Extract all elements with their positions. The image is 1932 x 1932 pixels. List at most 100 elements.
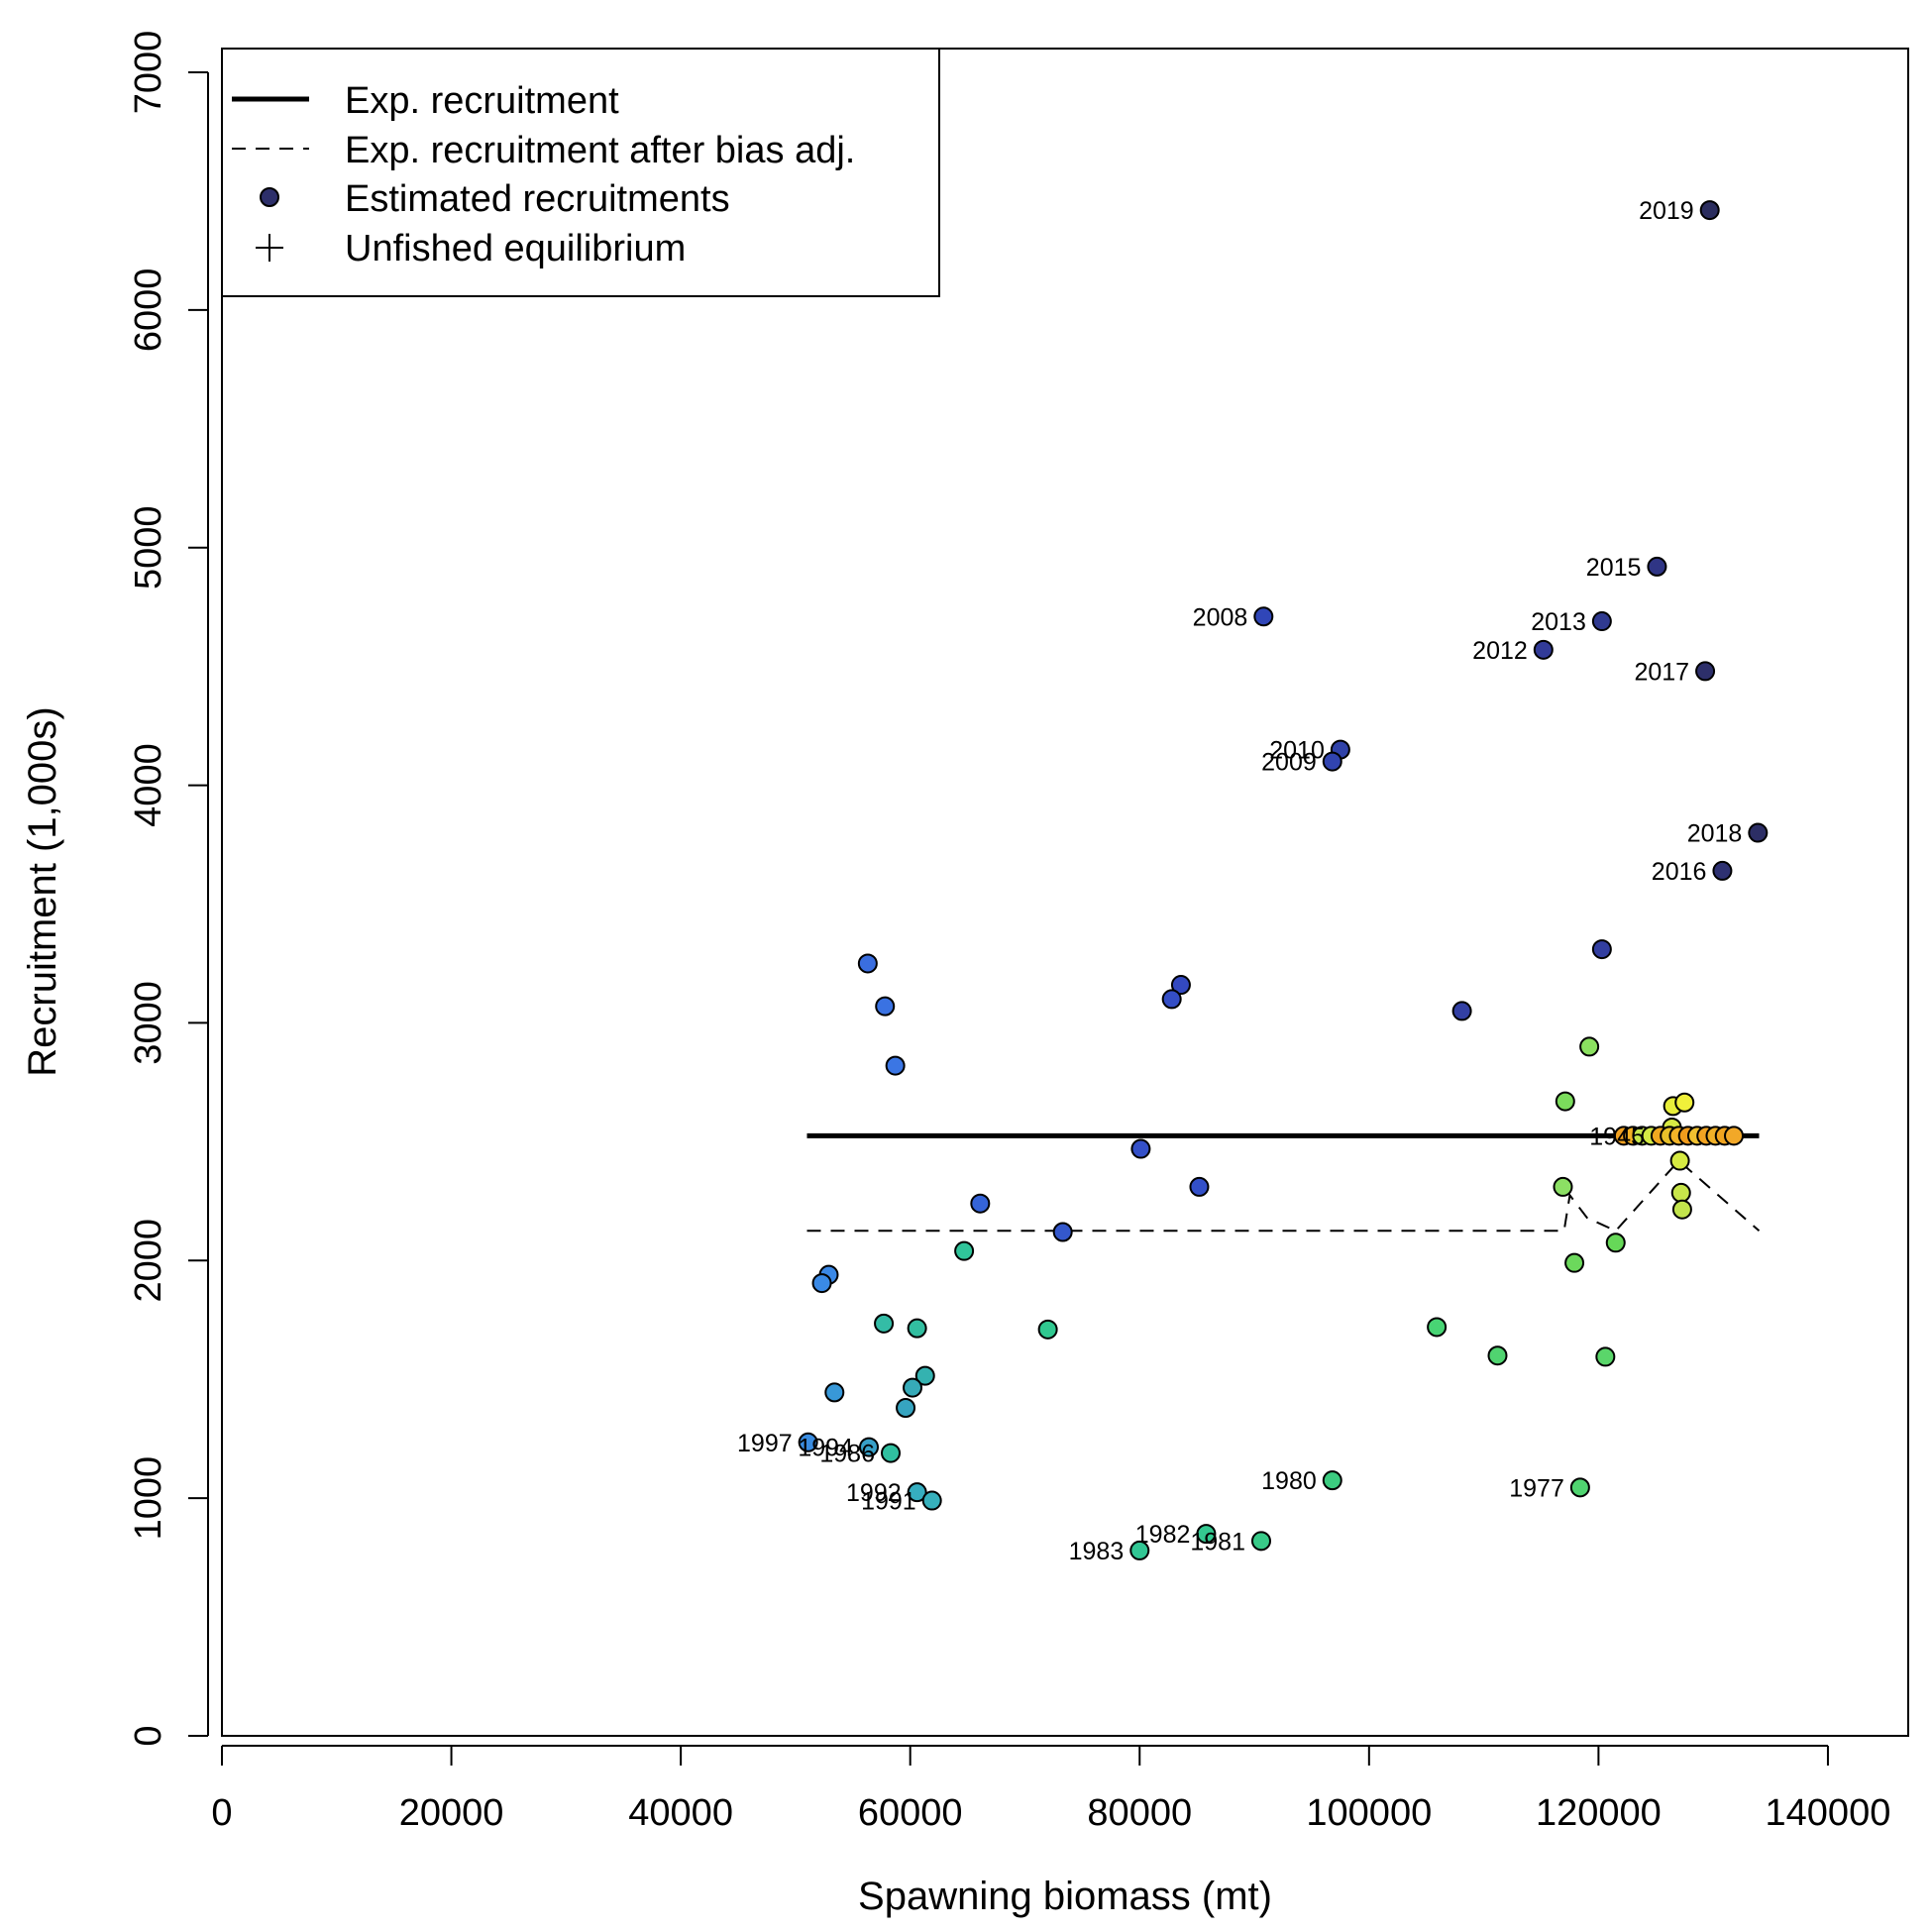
recruitment-point <box>907 1318 927 1339</box>
x-tick-label: 60000 <box>858 1792 963 1834</box>
point-year-label: 1986 <box>819 1441 875 1468</box>
point-year-label: 1980 <box>1261 1467 1317 1495</box>
x-axis-title: Spawning biomass (mt) <box>858 1875 1272 1918</box>
recruitment-point <box>1250 1531 1271 1552</box>
recruitment-point <box>1695 661 1716 682</box>
recruitment-point <box>1669 1150 1690 1171</box>
recruitment-point <box>1129 1540 1150 1560</box>
point-year-label: 2018 <box>1687 820 1743 848</box>
recruitment-point <box>1579 1036 1600 1057</box>
recruitment-point <box>1569 1477 1590 1498</box>
point-year-label: 1992 <box>846 1479 902 1507</box>
plot-frame <box>221 48 1909 1737</box>
recruitment-point <box>1591 611 1612 632</box>
legend-label-bias-adj: Exp. recruitment after bias adj. <box>345 130 855 171</box>
recruitment-point <box>875 996 896 1017</box>
y-tick-label: 2000 <box>128 1219 169 1303</box>
y-tick-label: 1000 <box>128 1456 169 1541</box>
y-tick-label: 6000 <box>128 268 169 353</box>
recruitment-point <box>1451 1001 1472 1021</box>
point-year-label: 1981 <box>1190 1528 1245 1556</box>
recruitment-point <box>970 1193 991 1214</box>
y-axis: 0 1000 2000 3000 4000 5000 6000 7000 <box>128 31 209 1747</box>
estimated-recruitment-points <box>798 200 1769 1560</box>
x-tick-label: 140000 <box>1766 1792 1891 1834</box>
x-axis: 0 20000 40000 60000 80000 100000 120000 140000 <box>211 1745 1891 1834</box>
recruitment-point <box>1647 556 1667 577</box>
recruitment-point <box>1724 1126 1745 1146</box>
legend-plus-swatch <box>256 234 283 262</box>
legend-label-unfished: Unfished equilibrium <box>345 228 686 269</box>
recruitment-point <box>1322 751 1342 772</box>
point-year-label: 1997 <box>737 1430 793 1457</box>
y-tick-label: 4000 <box>128 743 169 827</box>
recruitment-point <box>903 1377 923 1398</box>
recruitment-point <box>874 1313 895 1334</box>
recruitment-point <box>1170 975 1191 996</box>
recruitment-point <box>885 1055 906 1076</box>
recruitment-point <box>811 1273 832 1294</box>
point-year-label: 1982 <box>1135 1521 1191 1549</box>
legend-point-swatch <box>260 187 279 207</box>
legend-label-estimated: Estimated recruitments <box>345 178 730 220</box>
recruitment-point <box>1605 1233 1626 1253</box>
recruitment-point <box>1699 200 1720 221</box>
bias-adjusted-recruitment-line <box>806 1159 1761 1233</box>
recruitment-point <box>1553 1176 1573 1197</box>
recruitment-point <box>1670 1182 1691 1203</box>
recruitment-point <box>1052 1222 1073 1242</box>
point-year-label: 1945 <box>1589 1123 1645 1150</box>
recruitment-point <box>1322 1470 1342 1491</box>
x-tick-label: 20000 <box>399 1792 504 1834</box>
point-year-label: 2010 <box>1269 737 1325 765</box>
recruitment-point <box>1253 606 1274 627</box>
recruitment-point <box>1564 1252 1585 1273</box>
y-tick-label: 7000 <box>128 31 169 115</box>
recruitment-point <box>859 1437 880 1457</box>
expected-recruitment-lines <box>806 1132 1761 1233</box>
point-year-label: 1983 <box>1069 1538 1125 1565</box>
point-year-label: 2015 <box>1586 554 1642 582</box>
recruitment-point <box>1196 1524 1217 1545</box>
point-year-label: 2009 <box>1261 749 1317 777</box>
recruitment-point <box>1674 1092 1695 1113</box>
y-tick-label: 5000 <box>128 505 169 590</box>
recruitment-point <box>1427 1317 1448 1338</box>
recruitment-point <box>1533 639 1554 660</box>
point-year-label: 1977 <box>1509 1474 1564 1502</box>
recruitment-point <box>798 1432 818 1452</box>
recruitment-point <box>857 953 878 974</box>
x-tick-label: 100000 <box>1306 1792 1432 1834</box>
recruitment-point <box>824 1382 845 1403</box>
legend-label-exp-recruitment: Exp. recruitment <box>345 80 619 122</box>
y-axis-title: Recruitment (1,000s) <box>21 706 64 1076</box>
y-tick-label: 3000 <box>128 981 169 1065</box>
point-year-label: 2017 <box>1634 658 1689 686</box>
recruitment-point <box>1130 1138 1151 1159</box>
recruitment-point <box>1671 1199 1692 1220</box>
x-tick-label: 40000 <box>628 1792 733 1834</box>
recruitment-point <box>1595 1346 1616 1367</box>
legend-box <box>221 48 940 297</box>
recruitment-point <box>907 1482 927 1503</box>
recruitment-point <box>896 1397 916 1418</box>
point-year-label: 2016 <box>1652 858 1707 886</box>
recruitment-point <box>921 1490 942 1511</box>
point-year-label: 1994 <box>798 1435 853 1462</box>
recruitment-point <box>881 1443 902 1463</box>
recruitment-point <box>954 1240 975 1261</box>
point-year-label: 2008 <box>1193 603 1248 631</box>
point-year-label: 2013 <box>1531 608 1586 636</box>
x-tick-label: 0 <box>211 1792 232 1834</box>
recruitment-point <box>1487 1345 1508 1366</box>
y-tick-label: 0 <box>128 1725 169 1746</box>
point-year-label: 2019 <box>1639 197 1694 225</box>
x-tick-label: 120000 <box>1536 1792 1662 1834</box>
recruitment-point <box>1591 939 1612 960</box>
recruitment-point <box>1748 822 1769 843</box>
recruitment-point <box>1712 860 1733 881</box>
legend: Exp. recruitment Exp. recruitment after … <box>221 48 940 297</box>
